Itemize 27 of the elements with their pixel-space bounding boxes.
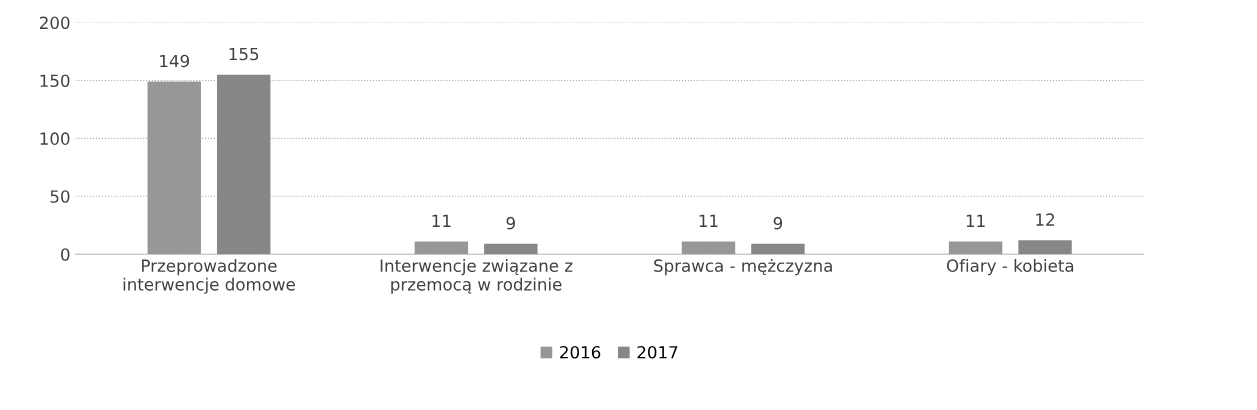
x-tick-label: Sprawca - mężczyzna bbox=[654, 259, 832, 276]
bar bbox=[1018, 240, 1072, 255]
x-tick-label: Ofiary - kobieta bbox=[946, 259, 1074, 276]
bar bbox=[948, 241, 1003, 255]
bar bbox=[751, 243, 805, 255]
bar bbox=[681, 241, 736, 255]
data-label: 11 bbox=[432, 214, 451, 227]
legend-label: 2016 bbox=[560, 345, 601, 359]
data-label: 11 bbox=[699, 214, 718, 227]
y-tick-label: 0 bbox=[61, 248, 70, 261]
x-tick-label: Interwencje związane z przemocą w rodzinie bbox=[380, 259, 573, 294]
y-tick-label: 150 bbox=[40, 74, 70, 88]
legend-label: 2017 bbox=[637, 345, 678, 359]
bar bbox=[414, 241, 469, 255]
data-label: 155 bbox=[229, 47, 259, 61]
bar bbox=[147, 81, 201, 255]
y-tick-label: 200 bbox=[39, 16, 70, 30]
bar bbox=[216, 74, 271, 255]
x-tick-label: Przeprowadzone interwencje domowe bbox=[123, 259, 295, 294]
bar bbox=[484, 243, 538, 255]
data-label: 9 bbox=[773, 216, 783, 230]
y-tick-label: 100 bbox=[40, 132, 70, 145]
data-label: 9 bbox=[506, 216, 515, 230]
y-tick-label: 50 bbox=[50, 190, 70, 203]
data-label: 149 bbox=[160, 54, 189, 68]
data-label: 12 bbox=[1036, 213, 1054, 226]
data-label: 11 bbox=[966, 214, 985, 227]
